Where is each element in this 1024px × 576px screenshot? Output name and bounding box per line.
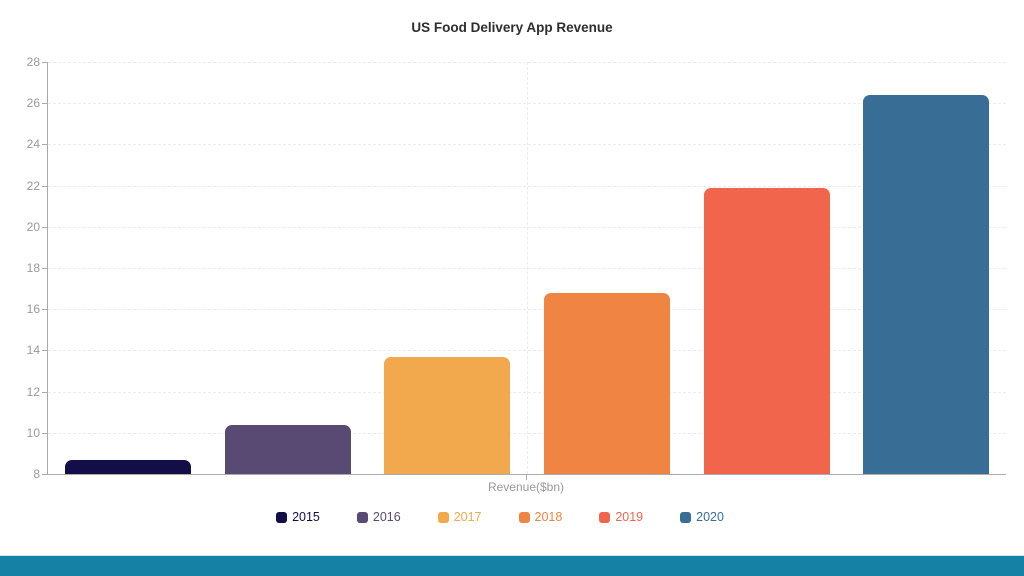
y-tick-label: 22 (26, 178, 40, 193)
y-tick-mark (42, 226, 47, 228)
y-tick-mark (42, 268, 47, 269)
bar-2015[interactable] (64, 459, 191, 474)
bar-2020[interactable] (863, 94, 990, 474)
legend-item-2019[interactable]: 2019 (599, 510, 643, 525)
y-tick-mark (42, 391, 47, 393)
bar-2017[interactable] (384, 356, 511, 474)
legend-item-2020[interactable]: 2020 (680, 510, 724, 525)
x-center-gridline (527, 62, 528, 474)
legend-item-2016[interactable]: 2016 (356, 510, 401, 525)
plot-area (47, 62, 1006, 475)
legend-label: 2019 (615, 510, 644, 524)
legend-item-2017[interactable]: 2017 (437, 510, 482, 525)
legend-item-2018[interactable]: 2018 (518, 510, 563, 525)
y-tick-label: 16 (26, 302, 40, 317)
legend: 2015 2016 2017 2018 2019 2020 (0, 510, 1000, 525)
x-tick-mark (526, 475, 527, 480)
legend-swatch (680, 512, 692, 523)
legend-swatch (437, 512, 449, 523)
y-tick-mark (42, 309, 47, 311)
y-tick-label: 26 (26, 96, 40, 111)
bar-2018[interactable] (543, 292, 670, 474)
y-tick-mark (42, 62, 47, 63)
legend-label: 2020 (696, 510, 724, 524)
bar-2016[interactable] (224, 424, 351, 474)
legend-swatch (518, 512, 530, 523)
y-tick-label: 8 (33, 467, 40, 481)
y-tick-mark (42, 432, 47, 434)
legend-swatch (276, 512, 288, 523)
y-tick-label: 24 (26, 137, 40, 152)
x-axis-label: Revenue($bn) (487, 480, 565, 494)
legend-swatch (356, 512, 368, 523)
y-tick-label: 28 (26, 55, 40, 69)
footer-band (0, 555, 1024, 576)
y-tick-label: 10 (26, 425, 40, 440)
legend-item-2015[interactable]: 2015 (276, 510, 320, 525)
y-tick-label: 12 (26, 384, 40, 399)
bar-2019[interactable] (703, 187, 830, 474)
y-tick-mark (42, 103, 47, 105)
y-tick-mark (42, 185, 47, 187)
y-tick-label: 20 (26, 219, 40, 234)
y-tick-mark (42, 350, 47, 352)
y-tick-label: 14 (26, 343, 40, 358)
y-tick-label: 18 (26, 261, 40, 275)
legend-label: 2015 (292, 510, 320, 524)
y-tick-mark (42, 474, 47, 475)
legend-label: 2018 (534, 510, 563, 524)
chart-title: US Food Delivery App Revenue (411, 20, 613, 35)
legend-label: 2017 (453, 510, 482, 524)
legend-label: 2016 (372, 510, 401, 524)
y-tick-mark (42, 144, 47, 146)
legend-swatch (599, 512, 611, 523)
